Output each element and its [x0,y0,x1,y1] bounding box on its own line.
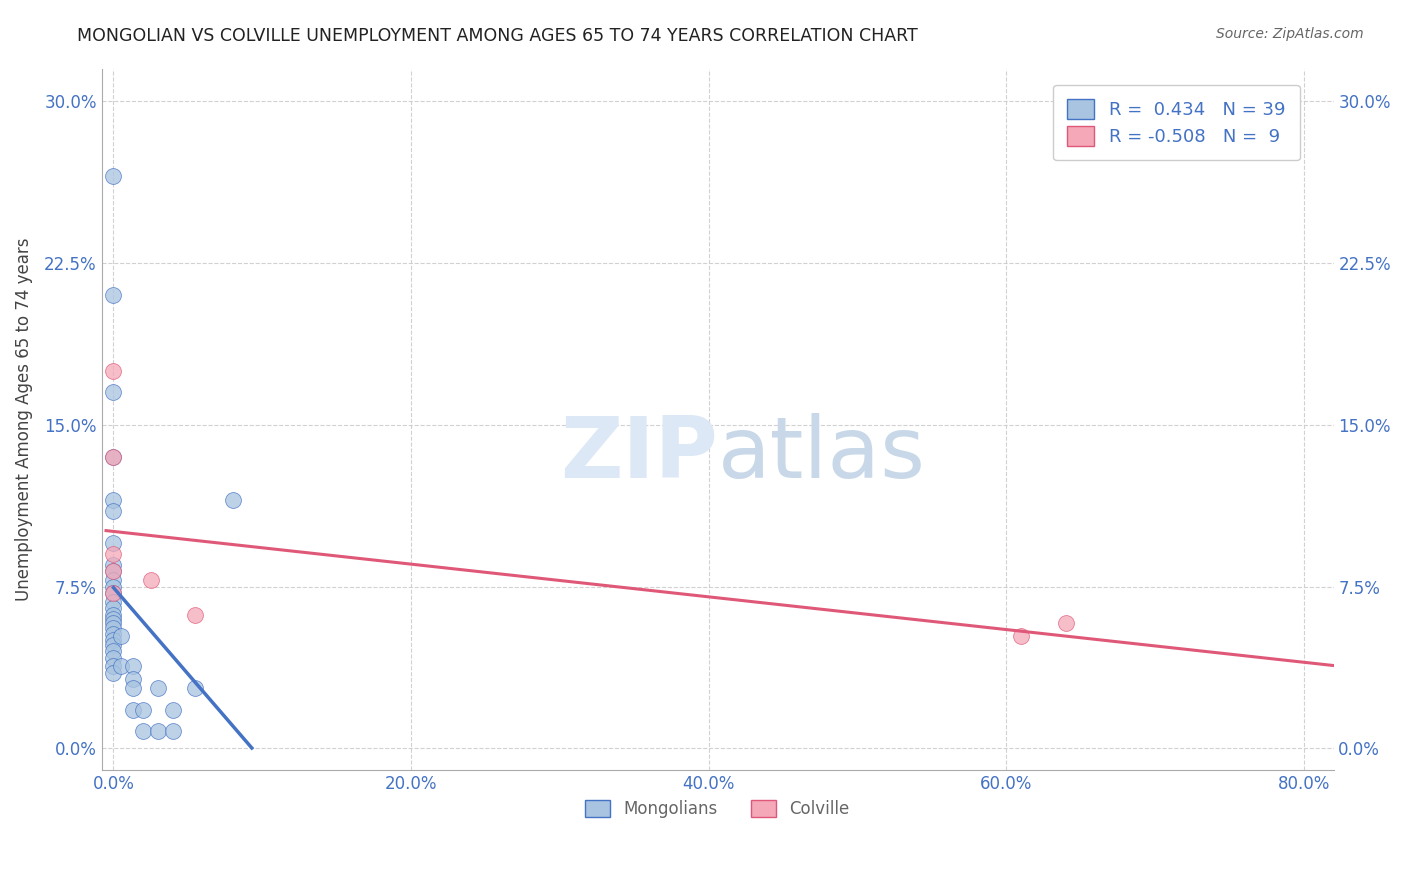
Point [110,659,132,673]
Point [103,169,125,184]
Point [103,638,125,652]
Point [103,547,125,561]
Point [103,607,125,622]
Point [184,681,207,695]
Point [103,580,125,594]
Point [103,558,125,572]
Point [121,702,143,716]
Point [103,565,125,579]
Point [103,586,125,600]
Point [103,586,125,600]
Text: Source: ZipAtlas.com: Source: ZipAtlas.com [1216,27,1364,41]
Point [103,450,125,464]
Point [132,724,155,739]
Point [103,493,125,508]
Point [146,681,169,695]
Point [103,633,125,648]
Point [103,650,125,665]
Point [103,565,125,579]
Point [103,573,125,587]
Point [103,665,125,680]
Text: atlas: atlas [717,413,925,496]
Point [103,659,125,673]
Point [121,659,143,673]
Legend: Mongolians, Colville: Mongolians, Colville [579,793,856,825]
Point [103,627,125,641]
Point [103,612,125,626]
Point [103,504,125,518]
Point [103,288,125,302]
Point [103,621,125,635]
Point [121,681,143,695]
Point [103,450,125,464]
Point [110,629,132,643]
Point [162,724,184,739]
Text: ZIP: ZIP [560,413,717,496]
Point [1010,629,1032,643]
Point [103,364,125,378]
Point [103,644,125,658]
Point [121,673,143,687]
Point [184,607,207,622]
Y-axis label: Unemployment Among Ages 65 to 74 years: Unemployment Among Ages 65 to 74 years [15,237,32,601]
Point [1054,616,1077,631]
Point [103,536,125,550]
Point [103,616,125,631]
Point [103,594,125,608]
Point [162,702,184,716]
Point [103,385,125,400]
Point [139,573,162,587]
Point [221,493,243,508]
Point [103,601,125,615]
Point [146,724,169,739]
Text: MONGOLIAN VS COLVILLE UNEMPLOYMENT AMONG AGES 65 TO 74 YEARS CORRELATION CHART: MONGOLIAN VS COLVILLE UNEMPLOYMENT AMONG… [77,27,918,45]
Point [132,702,155,716]
